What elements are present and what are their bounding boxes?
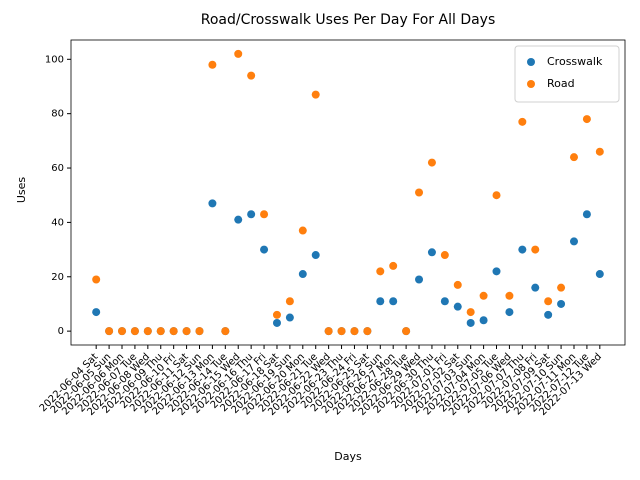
point — [544, 297, 553, 306]
point — [376, 297, 385, 306]
legend: Crosswalk Road — [514, 45, 620, 103]
point — [544, 310, 553, 319]
point — [92, 275, 101, 284]
legend-box — [514, 45, 620, 103]
chart-title: Road/Crosswalk Uses Per Day For All Days — [201, 12, 496, 28]
point — [376, 267, 385, 276]
point — [221, 327, 230, 336]
legend-label: Crosswalk — [547, 55, 603, 68]
point — [272, 310, 281, 319]
point — [234, 215, 243, 224]
point — [247, 71, 256, 80]
point — [479, 316, 488, 325]
point — [492, 191, 501, 200]
y-tick-label: 40 — [51, 217, 64, 228]
point — [492, 267, 501, 276]
point — [247, 210, 256, 219]
point — [350, 327, 359, 336]
point — [518, 245, 527, 254]
point — [130, 327, 139, 336]
point — [415, 188, 424, 197]
y-tick-label: 80 — [51, 109, 64, 120]
point — [118, 327, 127, 336]
point — [453, 302, 462, 311]
point — [260, 245, 269, 254]
point — [557, 299, 566, 308]
point — [402, 327, 411, 336]
point — [569, 237, 578, 246]
point — [260, 210, 269, 219]
point — [272, 318, 281, 327]
point — [415, 275, 424, 284]
point — [440, 297, 449, 306]
point — [531, 245, 540, 254]
point — [298, 270, 307, 279]
plot-frame — [70, 39, 626, 346]
point — [195, 327, 204, 336]
point — [311, 90, 320, 99]
y-tick-label: 100 — [45, 54, 64, 65]
point — [582, 115, 591, 124]
legend-label: Road — [547, 77, 575, 90]
point — [182, 327, 191, 336]
point — [505, 291, 514, 300]
point — [337, 327, 346, 336]
point — [324, 327, 333, 336]
point — [143, 327, 152, 336]
point — [285, 313, 294, 322]
point — [466, 308, 475, 317]
point — [479, 291, 488, 300]
y-tick-label: 20 — [51, 272, 64, 283]
x-axis-label: Days — [334, 450, 362, 463]
point — [569, 153, 578, 162]
point — [518, 117, 527, 126]
point — [505, 308, 514, 317]
point — [453, 280, 462, 289]
point — [595, 147, 604, 156]
y-tick-label: 0 — [58, 326, 64, 337]
point — [427, 158, 436, 167]
point — [92, 308, 101, 317]
point — [105, 327, 114, 336]
point — [582, 210, 591, 219]
point — [557, 283, 566, 292]
point — [427, 248, 436, 257]
point — [389, 297, 398, 306]
point — [208, 60, 217, 69]
point — [208, 199, 217, 208]
point — [285, 297, 294, 306]
y-tick-label: 60 — [51, 163, 64, 174]
point — [363, 327, 372, 336]
point — [531, 283, 540, 292]
point — [389, 261, 398, 270]
legend-marker — [527, 80, 535, 88]
point — [440, 251, 449, 260]
point — [169, 327, 178, 336]
point — [595, 270, 604, 279]
legend-marker — [527, 58, 535, 66]
point — [311, 251, 320, 260]
point — [234, 49, 243, 58]
y-axis-label: Uses — [15, 177, 28, 204]
point — [466, 318, 475, 327]
point — [156, 327, 165, 336]
point — [298, 226, 307, 235]
